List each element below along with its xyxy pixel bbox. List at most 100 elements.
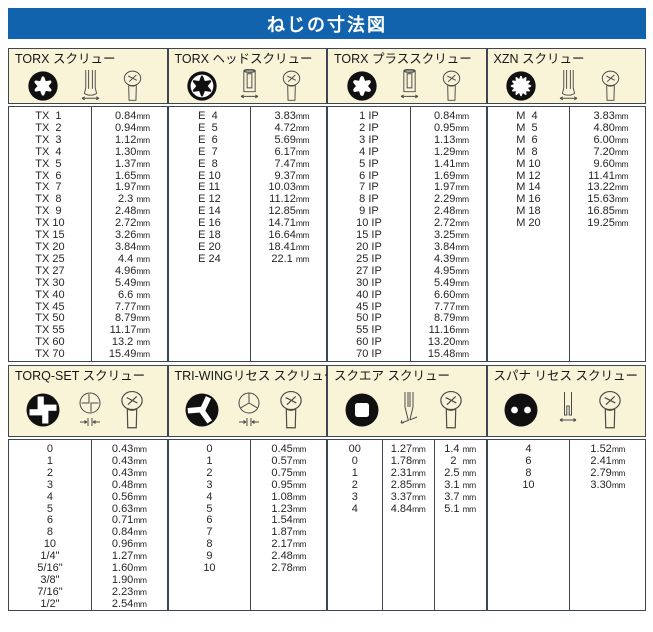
panel-title: TORX プラススクリュー	[334, 52, 472, 66]
size-value: 2.48mm	[433, 205, 469, 218]
size-value: 5.49mm	[114, 276, 150, 289]
size-value: 7.77mm	[114, 300, 150, 313]
square-recess-icon	[344, 392, 380, 428]
size-value: 1.13mm	[433, 133, 469, 146]
size-value: 10.03mm	[268, 181, 310, 194]
panel-title: TORX スクリュー	[15, 52, 116, 66]
size-label: 3/8"	[40, 573, 60, 586]
size-label: 4	[351, 502, 358, 515]
size-value: 4.95mm	[433, 264, 469, 277]
size-value: 3.25mm	[433, 229, 469, 242]
size-label: 4	[46, 490, 53, 503]
size-label: TX 8	[35, 193, 62, 206]
size-label: 2	[206, 466, 213, 479]
size-label: E 7	[198, 145, 218, 158]
size-value: 0.84mm	[433, 110, 469, 122]
size-value: 2.31mm	[390, 466, 426, 479]
panel-header: TORX スクリュー	[8, 48, 168, 104]
size-label: TX 20	[35, 240, 65, 253]
size-label: 40 IP	[356, 288, 382, 301]
size-label: TX 10	[35, 217, 65, 230]
size-label: 6	[206, 514, 213, 527]
size-value: 2.72mm	[114, 217, 150, 230]
size-value: 0.63mm	[111, 502, 147, 515]
size-value: 2.72mm	[433, 217, 469, 230]
tri-wing-head-outline-icon	[236, 389, 262, 431]
size-value: 1.97mm	[114, 181, 150, 194]
torx-socket-side-icon	[238, 68, 261, 103]
size-value: 7.20mm	[593, 145, 629, 158]
value-column: 1.52mm 2.41mm 2.79mm 3.30mm	[569, 440, 645, 610]
size-value: 15.63mm	[587, 193, 629, 206]
size-value: 1.54mm	[271, 514, 306, 527]
size-label: 9 IP	[356, 205, 379, 218]
panel-header: TORX ヘッドスクリュー	[167, 48, 327, 104]
size-label: 20 IP	[356, 240, 382, 253]
size-value: 13.20mm	[427, 336, 469, 349]
size-value: 3.83mm	[593, 110, 629, 122]
size-value: 1.65mm	[114, 169, 150, 182]
icon-row	[175, 67, 323, 104]
torq-set-head-outline-icon	[77, 389, 103, 431]
icon-row	[15, 67, 163, 104]
size-value: 2.17mm	[271, 538, 306, 551]
size-value: 2.5 mm	[444, 466, 476, 479]
value-column: 0.84mm 0.95mm 1.13mm 1.29mm 1.41mm 1.69mm 1.97…	[409, 107, 486, 361]
panel-title: スパナ リセス スクリュー	[493, 369, 638, 383]
size-column: 1 IP 2 IP 3 IP 4 IP 5 IP 6 IP 7 IP 8 IP …	[328, 110, 410, 361]
page-title: ねじの寸法図	[8, 8, 646, 39]
size-value: 7.77mm	[433, 300, 469, 313]
size-label: TX 6	[35, 169, 62, 182]
panel-title: TORQ-SET スクリュー	[15, 369, 146, 383]
size-label: 10	[43, 538, 57, 551]
size-value: 3.1 mm	[444, 478, 476, 491]
size-value: 2 mm	[450, 454, 476, 467]
size-value: 18.41mm	[268, 240, 310, 253]
torx-recess-icon	[27, 70, 59, 102]
panel-header: TORQ-SET スクリュー	[8, 365, 168, 437]
size-label: 2	[46, 466, 53, 479]
torx-bit-side-icon	[79, 69, 102, 103]
size-label: TX 25	[35, 252, 65, 265]
panel-header: TORX プラススクリュー	[327, 48, 487, 104]
icon-row	[334, 384, 482, 436]
size-value: 14.71mm	[268, 217, 310, 230]
size-label: TX 4	[35, 145, 62, 158]
size-value: 11.17mm	[109, 324, 150, 337]
spanner-tip-side-icon	[555, 389, 581, 431]
size-value: 1.23mm	[271, 502, 306, 515]
size-label: 0	[206, 443, 213, 455]
panel-title: TRI-WINGリセス スクリュー	[174, 369, 337, 383]
icon-row	[15, 384, 163, 436]
size-value: 0.43mm	[111, 443, 147, 455]
size-value: 3.37mm	[390, 490, 426, 503]
panel-spanner-screw: スパナ リセス スクリュー 4 6 8 10 1.52mm 2.41mm 2.79mm 3.3…	[486, 365, 646, 611]
size-table: 1 IP 2 IP 3 IP 4 IP 5 IP 6 IP 7 IP 8 IP …	[327, 106, 487, 362]
size-label: TX 1	[35, 110, 62, 122]
size-value: 0.84mm	[114, 110, 150, 122]
size-label: 60 IP	[356, 336, 382, 349]
size-label: M 4	[516, 110, 538, 122]
size-value: 1.90mm	[111, 573, 147, 586]
size-value: 5.49mm	[433, 276, 469, 289]
value-column: 3.83mm 4.80mm 6.00mm 7.20mm 9.60mm 11.41mm 13.…	[569, 107, 645, 361]
size-label: TX 30	[35, 276, 65, 289]
tri-wing-recess-icon	[184, 392, 220, 428]
size-value: 4.80mm	[593, 121, 629, 134]
size-label: 15 IP	[356, 229, 382, 242]
size-value: 13.22mm	[587, 181, 629, 194]
value-column: 3.83mm 4.72mm 5.69mm 6.17mm 7.47mm 9.37mm 10.0…	[250, 107, 326, 361]
size-value: 3.26mm	[114, 229, 150, 242]
size-label: TX 9	[35, 205, 62, 218]
square-tip-side-icon	[396, 389, 422, 431]
size-label: 3	[351, 490, 358, 503]
size-value: 2.79mm	[590, 466, 625, 479]
size-label: 3	[206, 478, 213, 491]
size-value: 2.48mm	[114, 205, 150, 218]
size-value: 1.30mm	[114, 145, 150, 158]
size-value: 9.60mm	[593, 157, 629, 170]
size-value: 2.48mm	[271, 550, 306, 563]
size-label: 50 IP	[356, 312, 382, 325]
